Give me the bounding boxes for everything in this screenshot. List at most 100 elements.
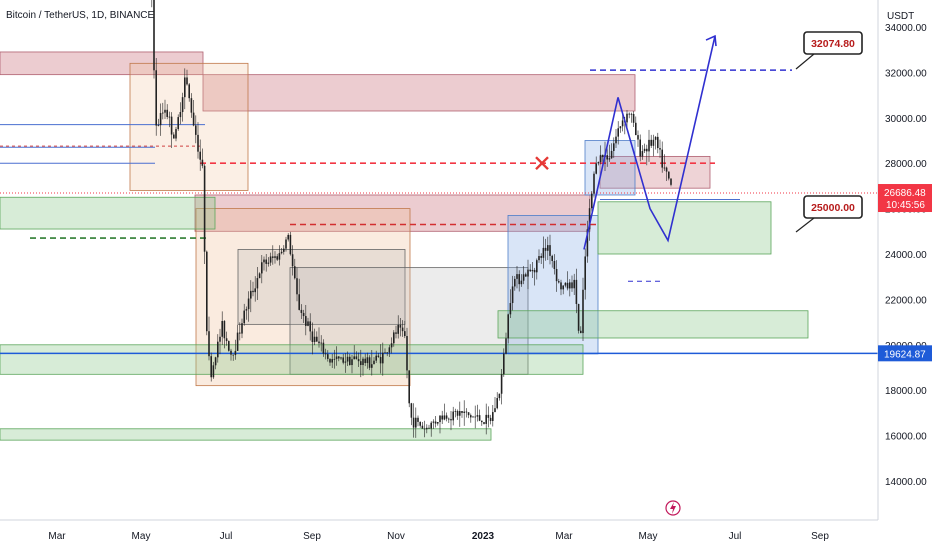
candle-body [650,139,652,146]
candle-body [619,126,622,129]
y-tick-label: 18000.00 [885,386,927,397]
candle-body [595,163,597,174]
candle-body [663,167,666,169]
candle-body [593,173,595,194]
candle-body [531,269,534,272]
candle-body [571,282,573,289]
candle-body [454,411,457,412]
candle-body [628,113,630,115]
candle-body [430,422,432,429]
candle-body [654,136,657,140]
candle-body [177,117,179,130]
candle-body [659,148,661,150]
candle-body [338,356,340,359]
candle-body [558,281,560,283]
x-tick-label: May [132,531,151,542]
candle-body [522,274,525,281]
supply-zone [599,155,711,189]
candle-body [516,274,518,279]
candle-body [382,352,384,364]
candle-body [467,412,470,416]
candle-body [263,259,265,263]
candle-body [331,359,333,363]
candle-body [439,415,441,423]
bolt-icon [670,502,676,514]
candle-body [542,247,545,258]
candle-body [569,282,571,289]
candle-body [230,350,232,355]
demand-zone [497,310,809,339]
candle-body [379,357,382,364]
candle-body [241,323,243,334]
callout-pointer [795,217,815,233]
candle-body [316,336,318,342]
candle-body [562,285,564,290]
callout-box [803,195,863,219]
candle-body [357,359,360,362]
candle-body [346,356,349,362]
candle-body [393,332,395,344]
candle-body [496,398,498,409]
candle-body [340,357,342,359]
candle-body [371,364,373,368]
candle-body [630,113,633,115]
candle-body [500,374,503,394]
candle-body [525,274,527,277]
candle-body [364,358,366,364]
candle-body [441,415,443,420]
candle-body [186,77,188,85]
candle-body [588,208,591,230]
candle-body [584,256,586,290]
candle-body [459,410,461,416]
candle-body [252,290,254,293]
candle-body [261,262,263,274]
x-tick-label: Jul [729,531,742,542]
candle-body [397,324,399,334]
candle-body [483,422,485,424]
candle-body [155,70,157,126]
candle-body [610,150,613,159]
candle-body [410,403,413,418]
candle-body [421,425,424,429]
candle-body [368,357,371,368]
candle-body [239,332,241,334]
range-box [195,208,411,387]
candle-body [566,282,569,289]
candle-body [298,294,300,310]
candle-body [395,332,397,334]
candle-body [223,320,226,339]
candle-body [652,139,655,146]
candle-body [492,412,494,421]
price-badge-value: 26686.48 [884,188,926,199]
candle-body [586,229,589,257]
candle-body [386,352,388,354]
candle-body [507,314,509,339]
supply-zone [202,74,636,112]
candle-body [342,357,344,363]
candle-body [401,327,404,332]
callout-box [803,31,863,55]
candle-body [201,159,204,166]
candle-body [287,234,289,240]
candle-body [646,148,648,152]
candle-body [617,128,619,137]
range-box [584,140,636,196]
candle-body [234,350,237,356]
candle-body [377,355,380,358]
candle-body [173,134,175,139]
candle-body [472,416,474,418]
candle-body [373,360,375,365]
candle-body [256,278,259,289]
candle-body [355,356,358,360]
candle-body [412,417,415,428]
candle-body [258,273,261,279]
candle-body [206,251,208,332]
candle-body [309,321,311,332]
candle-body [164,109,166,113]
candle-body [294,266,296,279]
candle-body [432,421,435,423]
candle-body [465,411,468,413]
candle-body [613,143,615,151]
candle-body [388,347,391,353]
